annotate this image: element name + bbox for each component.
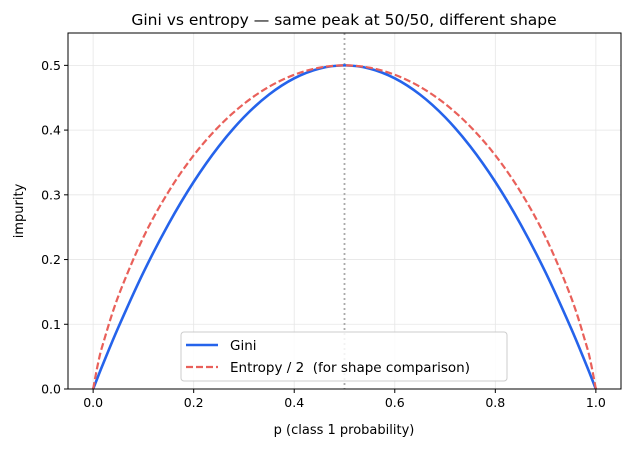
legend-box	[180, 331, 508, 382]
series-line-entropy	[92, 64, 597, 390]
x-tick-label: 1.0	[586, 395, 606, 410]
y-tick-label: 0.4	[41, 123, 61, 138]
legend: Gini Entropy / 2 (for shape comparison)	[180, 331, 508, 382]
chart-title: Gini vs entropy — same peak at 50/50, di…	[131, 11, 556, 29]
y-tick-label: 0.5	[41, 58, 61, 73]
ticks: 0.0 0.2 0.4 0.6 0.8 1.0 0.0 0.1 0.2 0.3 0.4 0.5	[41, 58, 606, 410]
y-tick-label: 0.3	[41, 187, 61, 202]
y-tick-label: 0.2	[41, 252, 61, 267]
x-tick-label: 0.4	[284, 395, 304, 410]
series-line-gini	[91, 64, 598, 390]
series-group	[91, 64, 598, 390]
y-tick-label: 0.0	[41, 382, 61, 397]
x-axis-label: p (class 1 probability)	[274, 423, 415, 438]
x-tick-label: 0.2	[184, 395, 204, 410]
x-tick-label: 0.8	[485, 395, 505, 410]
y-tick-label: 0.1	[41, 317, 61, 332]
y-axis-label: impurity	[12, 183, 27, 238]
x-tick-label: 0.0	[83, 395, 103, 410]
legend-label-gini: Gini	[230, 338, 257, 354]
legend-label-entropy: Entropy / 2 (for shape comparison)	[230, 360, 470, 376]
plot-frame	[67, 32, 622, 390]
x-tick-label: 0.6	[385, 395, 405, 410]
